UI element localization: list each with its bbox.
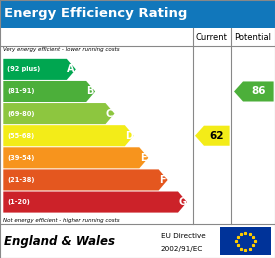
Text: F: F — [160, 175, 166, 185]
Text: D: D — [125, 131, 133, 141]
Text: 62: 62 — [210, 131, 224, 141]
Text: Potential: Potential — [235, 33, 271, 42]
Polygon shape — [195, 126, 230, 146]
Text: C: C — [106, 109, 113, 119]
Text: (69-80): (69-80) — [7, 111, 34, 117]
Text: (1-20): (1-20) — [7, 199, 30, 205]
Polygon shape — [3, 103, 114, 124]
Text: 2002/91/EC: 2002/91/EC — [161, 246, 203, 252]
Text: EU Directive: EU Directive — [161, 233, 206, 239]
Text: Not energy efficient - higher running costs: Not energy efficient - higher running co… — [3, 219, 120, 223]
Polygon shape — [3, 191, 187, 213]
Polygon shape — [3, 147, 148, 168]
Polygon shape — [3, 81, 95, 102]
Text: (39-54): (39-54) — [7, 155, 34, 161]
Text: G: G — [178, 197, 186, 207]
Text: England & Wales: England & Wales — [4, 235, 115, 248]
Bar — [0, 0, 275, 28]
Text: Energy Efficiency Rating: Energy Efficiency Rating — [4, 7, 188, 20]
Polygon shape — [234, 82, 274, 101]
Polygon shape — [3, 170, 168, 190]
Text: (55-68): (55-68) — [7, 133, 34, 139]
Bar — [0, 224, 275, 258]
Text: E: E — [140, 153, 147, 163]
Text: Current: Current — [196, 33, 228, 42]
Text: (92 plus): (92 plus) — [7, 66, 40, 72]
Text: (21-38): (21-38) — [7, 177, 34, 183]
Text: B: B — [87, 86, 94, 96]
Polygon shape — [3, 125, 134, 146]
Text: A: A — [67, 64, 75, 74]
Text: Very energy efficient - lower running costs: Very energy efficient - lower running co… — [3, 47, 120, 52]
Text: 86: 86 — [251, 86, 266, 96]
Text: (81-91): (81-91) — [7, 88, 34, 94]
Bar — [220, 227, 271, 255]
Polygon shape — [3, 59, 76, 80]
